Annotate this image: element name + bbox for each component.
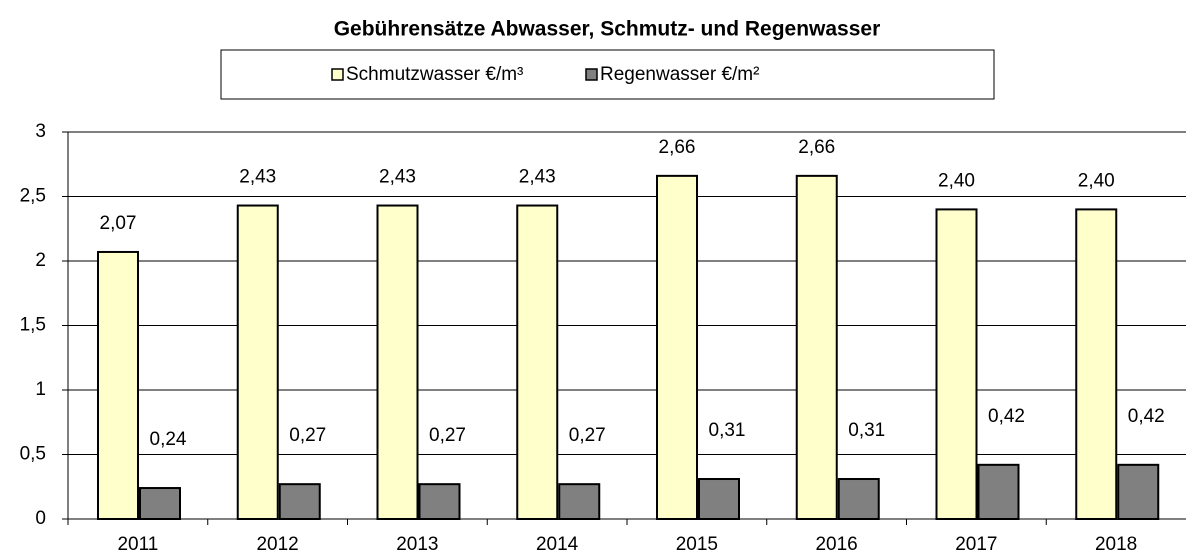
x-tick-label: 2015 xyxy=(676,534,718,555)
legend-label: Regenwasser €/m² xyxy=(600,64,759,85)
x-tick-label: 2016 xyxy=(815,534,857,555)
bar xyxy=(1117,463,1160,521)
value-label: 0,31 xyxy=(848,420,885,441)
x-tick-label: 2017 xyxy=(955,534,997,555)
y-tick-label: 1,5 xyxy=(20,315,46,336)
legend-label: Schmutzwasser €/m³ xyxy=(346,64,523,85)
bar xyxy=(376,204,419,520)
x-tick-label: 2014 xyxy=(536,534,579,555)
value-label: 2,40 xyxy=(1078,170,1115,191)
legend-box xyxy=(220,49,995,100)
y-tick-label: 2 xyxy=(35,250,46,271)
value-label: 0,42 xyxy=(988,406,1025,427)
y-tick-label: 0,5 xyxy=(20,444,46,465)
value-label: 2,40 xyxy=(938,170,975,191)
bar xyxy=(236,204,279,520)
value-label: 0,27 xyxy=(289,425,326,446)
value-label: 2,07 xyxy=(100,213,137,234)
bar xyxy=(139,487,181,521)
bar xyxy=(278,483,321,521)
chart-title: Gebührensätze Abwasser, Schmutz- und Reg… xyxy=(334,18,881,41)
x-tick-label: 2012 xyxy=(256,534,298,555)
legend-swatch xyxy=(585,68,598,81)
x-tick-label: 2018 xyxy=(1095,534,1137,555)
value-label: 2,66 xyxy=(659,137,696,158)
bar xyxy=(935,208,978,520)
bar xyxy=(795,174,838,521)
bar xyxy=(977,463,1020,521)
bar xyxy=(837,478,880,521)
legend-swatch xyxy=(331,68,344,81)
value-label: 0,27 xyxy=(429,425,466,446)
bar xyxy=(656,174,698,521)
y-tick-label: 3 xyxy=(35,121,46,142)
value-label: 2,43 xyxy=(519,167,556,188)
value-label: 0,42 xyxy=(1128,406,1165,427)
bar xyxy=(418,483,461,521)
value-label: 0,27 xyxy=(569,425,606,446)
y-tick-label: 1 xyxy=(35,379,46,400)
x-tick-label: 2013 xyxy=(396,534,438,555)
value-label: 2,43 xyxy=(239,167,276,188)
bar xyxy=(1075,208,1118,520)
value-label: 2,43 xyxy=(379,167,416,188)
y-tick-label: 2,5 xyxy=(20,186,46,207)
y-tick-label: 0 xyxy=(35,508,46,529)
x-tick-label: 2011 xyxy=(117,534,158,555)
bar xyxy=(558,483,601,521)
value-label: 0,24 xyxy=(150,429,187,450)
value-label: 0,31 xyxy=(709,420,746,441)
bar xyxy=(97,250,139,520)
bar xyxy=(516,204,559,520)
bar xyxy=(698,478,740,521)
value-label: 2,66 xyxy=(798,137,835,158)
